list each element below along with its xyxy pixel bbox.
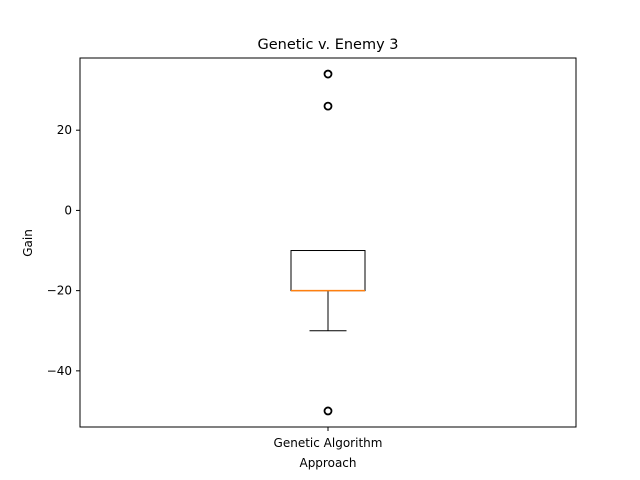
outlier-point bbox=[323, 406, 333, 416]
chart-title: Genetic v. Enemy 3 bbox=[257, 37, 398, 53]
outlier-point bbox=[323, 101, 333, 111]
boxes-layer bbox=[290, 69, 366, 416]
x-tick-label: Genetic Algorithm bbox=[274, 436, 383, 450]
y-tick-label: 0 bbox=[64, 203, 72, 217]
y-tick-label: 20 bbox=[57, 123, 72, 137]
y-axis-label: Gain bbox=[21, 229, 35, 257]
y-tick-label: −40 bbox=[47, 364, 72, 378]
y-tick-label: −20 bbox=[47, 284, 72, 298]
box-iqr bbox=[290, 250, 366, 292]
y-axis: 20 0 −20 −40 bbox=[47, 123, 80, 378]
plot-area-frame bbox=[79, 57, 577, 428]
x-axis-label: Approach bbox=[299, 456, 356, 470]
x-axis: Genetic Algorithm bbox=[274, 427, 383, 450]
outlier-point bbox=[323, 69, 333, 79]
